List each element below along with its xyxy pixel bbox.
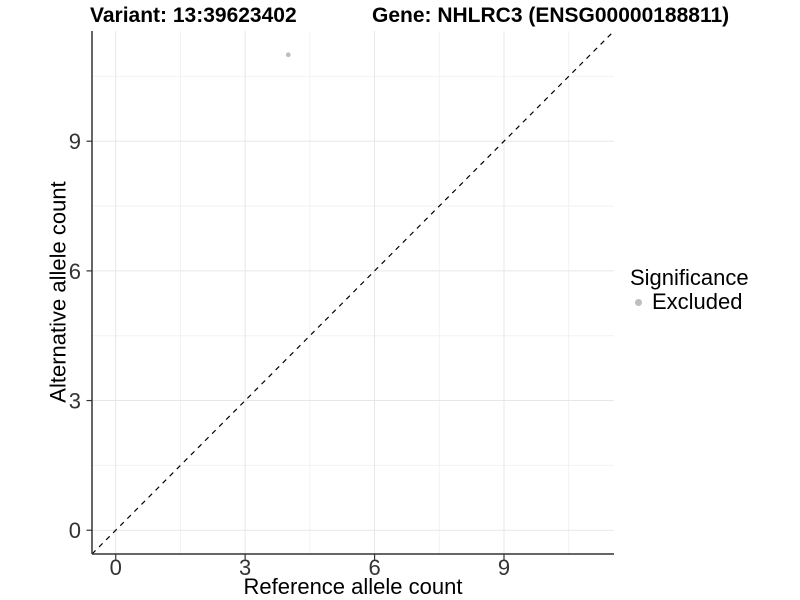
identity-reference-line bbox=[91, 30, 615, 555]
legend-item-excluded: Excluded bbox=[630, 290, 749, 314]
legend: Significance Excluded bbox=[630, 266, 749, 314]
x-tick-label: 6 bbox=[368, 555, 380, 580]
plot-title-gene: Gene: NHLRC3 (ENSG00000188811) bbox=[372, 4, 730, 27]
excluded-point-icon bbox=[634, 298, 642, 306]
y-tick-label: 3 bbox=[69, 389, 81, 414]
x-tick-label: 9 bbox=[498, 555, 510, 580]
plot-title-variant: Variant: 13:39623402 bbox=[90, 4, 297, 27]
legend-item-label: Excluded bbox=[652, 289, 743, 314]
y-tick-label: 6 bbox=[69, 259, 81, 284]
x-tick-label: 3 bbox=[239, 555, 251, 580]
x-axis-title: Reference allele count bbox=[243, 574, 463, 599]
y-axis-title: Alternative allele count bbox=[45, 181, 70, 403]
legend-key bbox=[630, 294, 646, 310]
y-tick-label: 0 bbox=[69, 518, 81, 543]
data-point bbox=[285, 52, 291, 58]
x-tick-label: 0 bbox=[110, 555, 122, 580]
legend-title: Significance bbox=[630, 265, 749, 290]
y-tick-label: 9 bbox=[69, 129, 81, 154]
